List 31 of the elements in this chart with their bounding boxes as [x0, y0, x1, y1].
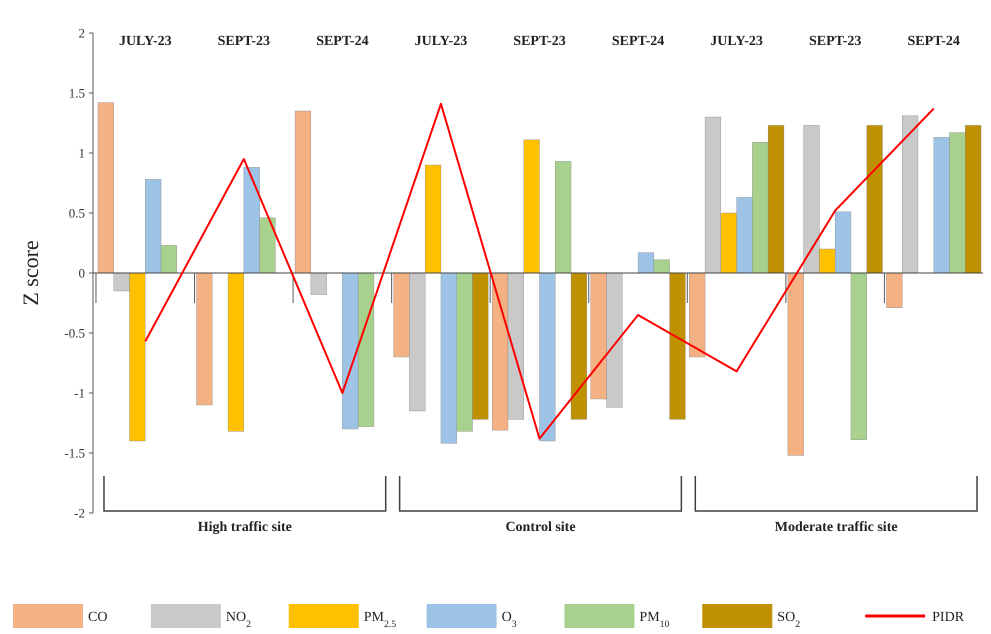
y-tick-label: 0.5	[68, 206, 85, 221]
x-tick-label: JULY-23	[414, 34, 468, 49]
bar	[196, 272, 212, 406]
y-tick-label: 0	[78, 266, 85, 281]
legend-label: O$_{3}$	[502, 610, 517, 630]
line-series	[144, 102, 935, 440]
y-tick-label: -2	[74, 506, 85, 521]
x-tick-label: JULY-23	[710, 34, 763, 49]
y-tick-label: 1	[78, 146, 85, 161]
legend-label: CO	[88, 610, 108, 625]
text: Moderate traffic site	[774, 520, 898, 535]
x-tick-label: SEPT-23	[218, 34, 270, 49]
y-tick-label: 1.5	[68, 86, 85, 101]
legend-label: PIDR	[932, 610, 965, 625]
legend-label: SO$_{2}$	[777, 610, 800, 630]
y-tick-label: -1.5	[64, 446, 85, 461]
y-tick-label: 2	[78, 26, 85, 41]
y-tick-label: -0.5	[64, 326, 85, 341]
text: Control site	[505, 520, 576, 535]
text: High traffic site	[198, 520, 292, 535]
x-tick-label: SEPT-23	[513, 34, 566, 49]
legend-label: PM$_{2.5}$	[364, 610, 396, 630]
legend-label: PM$_{10}$	[639, 610, 670, 630]
y-tick-label: -1	[74, 386, 85, 401]
x-tick-label: SEPT-24	[316, 34, 369, 49]
legend-label: NO$_{2}$	[226, 610, 252, 630]
x-tick-label: SEPT-23	[808, 34, 862, 49]
x-tick-label: SEPT-24	[908, 34, 960, 49]
y-axis-title: Z score	[18, 240, 43, 306]
x-tick-label: JULY-23	[118, 34, 172, 49]
x-tick-label: SEPT-24	[612, 34, 664, 49]
